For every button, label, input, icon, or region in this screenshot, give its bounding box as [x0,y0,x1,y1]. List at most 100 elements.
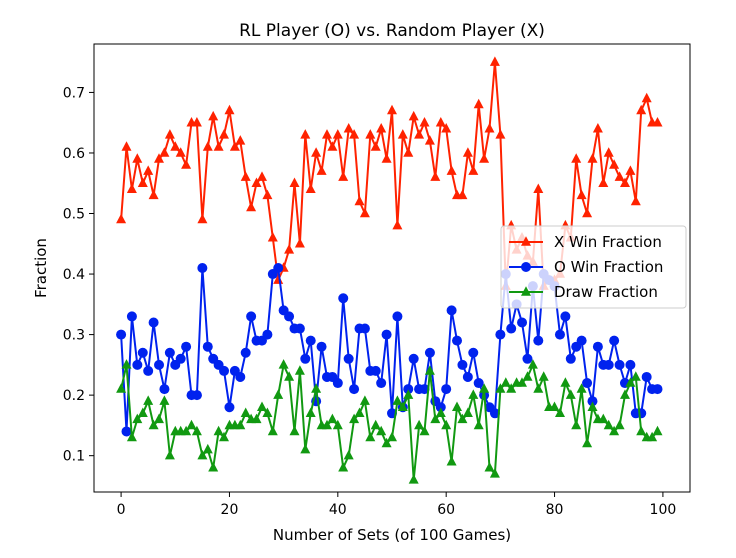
data-point-draw-fraction [132,413,143,424]
data-point-x-win-fraction [219,129,229,139]
data-point-o-win-fraction [392,311,403,322]
data-point-draw-fraction [370,419,381,430]
legend-swatch-marker [521,286,531,296]
data-point-x-win-fraction [381,153,392,163]
data-point-draw-fraction [322,419,332,430]
data-point-x-win-fraction [365,129,376,139]
data-point-draw-fraction [630,371,641,381]
data-point-draw-fraction [278,359,289,369]
data-point-o-win-fraction [132,359,143,370]
data-point-o-win-fraction [294,323,305,334]
data-point-draw-fraction [148,419,159,430]
data-point-draw-fraction [311,383,322,393]
data-point-draw-fraction [522,371,533,381]
data-point-draw-fraction [202,443,213,454]
data-point-o-win-fraction [116,329,127,340]
data-point-x-win-fraction [462,147,473,157]
data-point-draw-fraction [376,425,387,436]
data-point-x-win-fraction [414,129,425,139]
data-point-x-win-fraction [213,141,224,151]
data-point-draw-fraction [197,449,208,460]
data-point-draw-fraction [506,383,517,393]
data-point-draw-fraction [126,431,137,442]
data-point-o-win-fraction [262,329,273,340]
data-point-x-win-fraction [229,141,240,151]
data-point-draw-fraction [452,401,462,411]
data-point-x-win-fraction [473,98,484,109]
data-point-draw-fraction [354,407,365,417]
data-point-x-win-fraction [620,177,630,187]
data-point-draw-fraction [565,389,576,399]
data-point-x-win-fraction [598,177,609,187]
data-point-x-win-fraction [126,183,137,193]
data-point-x-win-fraction [359,207,370,218]
data-point-x-win-fraction [257,171,267,181]
data-point-draw-fraction [576,383,587,393]
legend-swatch-marker [521,236,531,246]
data-point-draw-fraction [479,383,490,393]
data-point-x-win-fraction [484,123,495,133]
data-point-x-win-fraction [311,147,322,157]
data-point-o-win-fraction [495,329,506,340]
data-point-o-win-fraction [603,359,614,370]
data-point-draw-fraction [365,431,376,442]
data-point-o-win-fraction [636,408,647,419]
data-point-o-win-fraction [592,341,603,352]
data-point-x-win-fraction [533,183,544,193]
data-point-draw-fraction [403,389,414,399]
data-point-x-win-fraction [159,147,170,157]
data-point-x-win-fraction [457,189,468,200]
data-point-x-win-fraction [354,195,365,206]
series-line-o-win-fraction [120,267,658,433]
data-point-draw-fraction [430,413,441,424]
y-axis-label: Fraction [32,238,50,298]
data-point-x-win-fraction [479,153,490,163]
legend-entry-o-win-fraction: O Win Fraction [509,258,663,276]
data-point-draw-fraction [614,419,625,430]
data-point-o-win-fraction [565,353,576,364]
x-axis-label: Number of Sets (of 100 Games) [273,526,511,544]
data-point-x-win-fraction [403,147,414,157]
data-point-o-win-fraction [587,396,598,407]
data-point-x-win-fraction [424,135,435,145]
data-point-x-win-fraction [294,238,305,248]
data-point-o-win-fraction [159,384,170,395]
data-point-x-win-fraction [170,141,181,151]
data-point-draw-fraction [284,371,295,381]
data-point-o-win-fraction [517,317,528,328]
data-point-o-win-fraction [381,329,392,340]
data-point-o-win-fraction [468,347,479,358]
data-point-x-win-fraction [262,189,273,200]
data-point-draw-fraction [625,377,636,387]
data-point-draw-fraction [446,456,457,466]
data-point-x-win-fraction [495,129,506,139]
data-point-x-win-fraction [327,141,338,151]
data-point-x-win-fraction [338,171,349,181]
data-point-o-win-fraction [300,353,311,364]
data-point-o-win-fraction [506,323,517,334]
data-point-x-win-fraction [609,159,620,169]
data-point-x-win-fraction [576,189,587,200]
data-point-x-win-fraction [300,129,311,139]
data-point-draw-fraction [495,383,506,393]
data-point-x-win-fraction [181,159,192,169]
data-point-draw-fraction [603,419,614,430]
data-point-x-win-fraction [446,165,457,175]
data-point-draw-fraction [191,425,202,436]
data-point-draw-fraction [349,413,360,424]
x-tick-label: 60 [437,502,455,518]
data-point-draw-fraction [435,407,446,417]
data-point-draw-fraction [251,413,262,424]
data-point-x-win-fraction [582,207,593,218]
data-point-o-win-fraction [284,311,295,322]
data-point-o-win-fraction [457,359,468,370]
data-point-draw-fraction [560,377,571,387]
data-point-x-win-fraction [625,165,636,175]
data-point-o-win-fraction [305,335,316,346]
data-point-x-win-fraction [392,219,403,230]
data-point-draw-fraction [289,425,300,436]
legend-label: X Win Fraction [554,233,662,251]
y-tick-label: 0.4 [63,267,85,283]
data-point-o-win-fraction [370,365,381,376]
data-point-x-win-fraction [322,129,332,139]
